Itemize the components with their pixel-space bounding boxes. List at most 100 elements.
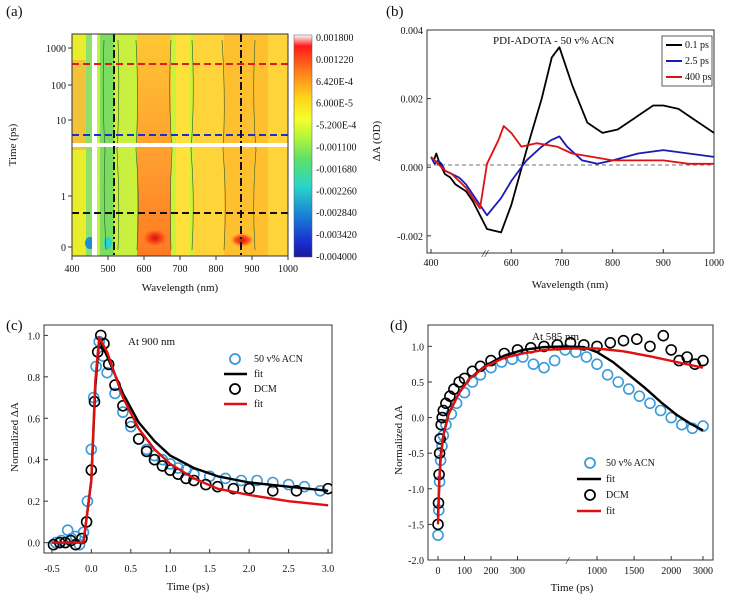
- colorbar: [293, 34, 313, 258]
- kinetics-585-point-s2-31: [681, 351, 693, 363]
- kinetics-900-point-s0-15: [117, 406, 129, 418]
- kinetics-585-x-tick-7: 3000: [693, 566, 713, 577]
- kinetics-900-x-label: Time (ps): [167, 581, 210, 593]
- kinetics-900-x-tick-4: 1.5: [203, 564, 216, 575]
- kinetics-900-point-s0-22: [172, 462, 184, 474]
- kinetics-900-line-s3: [51, 336, 329, 544]
- panel-label-c: (c): [6, 318, 23, 334]
- kinetics-900-point-s0-13: [101, 366, 113, 379]
- colorbar-tick-4: -5.200E-4: [316, 121, 356, 132]
- kinetics-585-point-s2-25: [617, 334, 630, 347]
- spectra-line-s0: [430, 46, 714, 234]
- kinetics-585-x-tick-3: 300: [510, 566, 525, 577]
- spectra-x-tick-0: 400: [424, 258, 439, 269]
- kinetics-900-x-tick-2: 0.5: [125, 564, 138, 575]
- kinetics-900-point-s2-18: [148, 453, 161, 466]
- legend-swatch-dcm: [229, 383, 241, 395]
- spectra-y-tick-0: 0.004: [401, 26, 424, 37]
- kinetics-585-point-s0-26: [633, 390, 646, 403]
- kinetics-585-line-s3: [436, 347, 704, 525]
- panel-label-d: (d): [390, 318, 408, 334]
- kinetics-585-point-s0-0: [432, 529, 444, 541]
- colorbar-tick-1: 0.001220: [316, 55, 354, 66]
- kinetics-585-point-s0-23: [601, 368, 614, 381]
- colorbar-ticks: 0.001800 0.001220 6.420E-4 6.000E-5 -5.200E-…: [316, 33, 357, 263]
- kinetics-900-y-ticks: 0.0 0.2 0.4 0.6 0.8 1.0: [28, 331, 48, 550]
- panel-label-b: (b): [386, 4, 404, 20]
- spectra-x-tick-3: 800: [605, 258, 620, 269]
- colorbar-tick-10: -0.004000: [316, 252, 357, 263]
- kinetics-585-point-s0-16: [527, 358, 540, 371]
- heatmap-field: [72, 34, 288, 256]
- heatmap-x-label: Wavelength (nm): [142, 282, 219, 294]
- kinetics-900-point-s2-28: [266, 484, 279, 497]
- kinetics-585-x-tick-1: 100: [457, 566, 472, 577]
- colorbar-tick-6: -0.001680: [316, 164, 357, 175]
- heatmap-x-tick-4: 800: [209, 264, 224, 275]
- kinetics-585-panel: 0 100 200 300 1000 1500 2000 3000 1.0 0.5 0.0 -0.5…: [393, 324, 714, 594]
- colorbar-tick-2: 6.420E-4: [316, 77, 353, 88]
- legend-swatch-acn-d: [584, 457, 596, 469]
- colorbar-tick-5: -0.001100: [316, 143, 356, 154]
- spectra-series: [430, 46, 714, 234]
- heatmap-x-tick-2: 600: [137, 264, 152, 275]
- kinetics-900-series: [47, 329, 332, 551]
- kinetics-900-y-label: Normalized ΔA: [9, 402, 21, 472]
- kinetics-585-point-s2-28: [657, 329, 670, 342]
- spectra-x-label: Wavelength (nm): [532, 279, 609, 291]
- kinetics-585-point-s2-3: [433, 447, 446, 460]
- legend-label-2_5ps: 2.5 ps: [685, 56, 709, 67]
- kinetics-585-point-s0-18: [548, 354, 561, 367]
- legend-label-dcm-d: DCM: [606, 490, 629, 501]
- kinetics-900-point-s0-16: [125, 420, 137, 433]
- kinetics-900-x-tick-1: 0.0: [85, 564, 98, 575]
- panel-label-a: (a): [6, 4, 23, 20]
- kinetics-900-point-s0-14: [109, 387, 121, 400]
- kinetics-900-point-s2-17: [140, 445, 153, 458]
- kinetics-585-x-tick-0: 0: [436, 566, 441, 577]
- kinetics-900-x-tick-7: 3.0: [322, 564, 335, 575]
- spectra-x-tick-4: 900: [656, 258, 671, 269]
- spectra-x-tick-5: 1000: [704, 258, 724, 269]
- kinetics-900-x-ticks: -0.5 0.0 0.5 1.0 1.5 2.0 2.5 3.0: [44, 549, 334, 575]
- kinetics-585-x-ticks: 0 100 200 300 1000 1500 2000 3000: [436, 556, 713, 577]
- kinetics-900-y-tick-3: 0.6: [28, 414, 41, 425]
- kinetics-585-point-s2-19: [538, 340, 550, 353]
- spectra-x-ticks: 400 600 700 800 900 1000: [424, 249, 724, 269]
- kinetics-585-axis-break: /: [565, 555, 570, 567]
- kinetics-585-y-label: Normalized ΔA: [393, 405, 405, 475]
- kinetics-585-y-tick-2: 0.0: [412, 414, 425, 425]
- spectra-y-tick-2: 0.000: [401, 163, 424, 174]
- kinetics-585-x-tick-2: 200: [484, 566, 499, 577]
- kinetics-585-point-s0-30: [675, 418, 688, 431]
- kinetics-585-point-s0-25: [622, 383, 635, 395]
- kinetics-585-point-s2-23: [591, 340, 603, 353]
- kinetics-585-point-s0-21: [580, 351, 593, 363]
- kinetics-900-x-tick-0: -0.5: [44, 564, 60, 575]
- heatmap-x-tick-6: 1000: [278, 264, 298, 275]
- heatmap-y-tick-lo-0: 1: [61, 192, 66, 203]
- kinetics-900-point-s0-29: [266, 476, 279, 489]
- kinetics-585-point-s0-29: [665, 411, 678, 424]
- kinetics-900-y-tick-4: 0.8: [28, 373, 41, 384]
- kinetics-585-point-s0-22: [591, 358, 603, 371]
- spectra-axis-break: //: [481, 248, 489, 260]
- heatmap-y-tick-up-2: 10: [56, 116, 66, 127]
- spectra-x-tick-2: 700: [554, 258, 569, 269]
- heatmap-x-tick-1: 500: [101, 264, 116, 275]
- legend-label-acn: 50 v% ACN: [254, 354, 303, 365]
- heatmap-x-tick-5: 900: [245, 264, 260, 275]
- kinetics-585-point-s2-24: [604, 336, 617, 349]
- kinetics-900-y-tick-2: 0.4: [28, 456, 41, 467]
- kinetics-900-point-s2-26: [227, 482, 240, 495]
- kinetics-900-point-s2-4: [69, 538, 82, 551]
- kinetics-900-point-s2-0: [47, 538, 60, 551]
- spectra-y-label: ΔA (OD): [371, 120, 383, 161]
- kinetics-900-x-tick-5: 2.0: [243, 564, 256, 575]
- colorbar-tick-7: -0.002260: [316, 186, 357, 197]
- kinetics-900-point-s2-16: [132, 433, 145, 445]
- legend-swatch-acn: [229, 353, 241, 365]
- kinetics-900-panel: -0.5 0.0 0.5 1.0 1.5 2.0 2.5 3.0 0.00.20.40.60.…: [9, 324, 334, 593]
